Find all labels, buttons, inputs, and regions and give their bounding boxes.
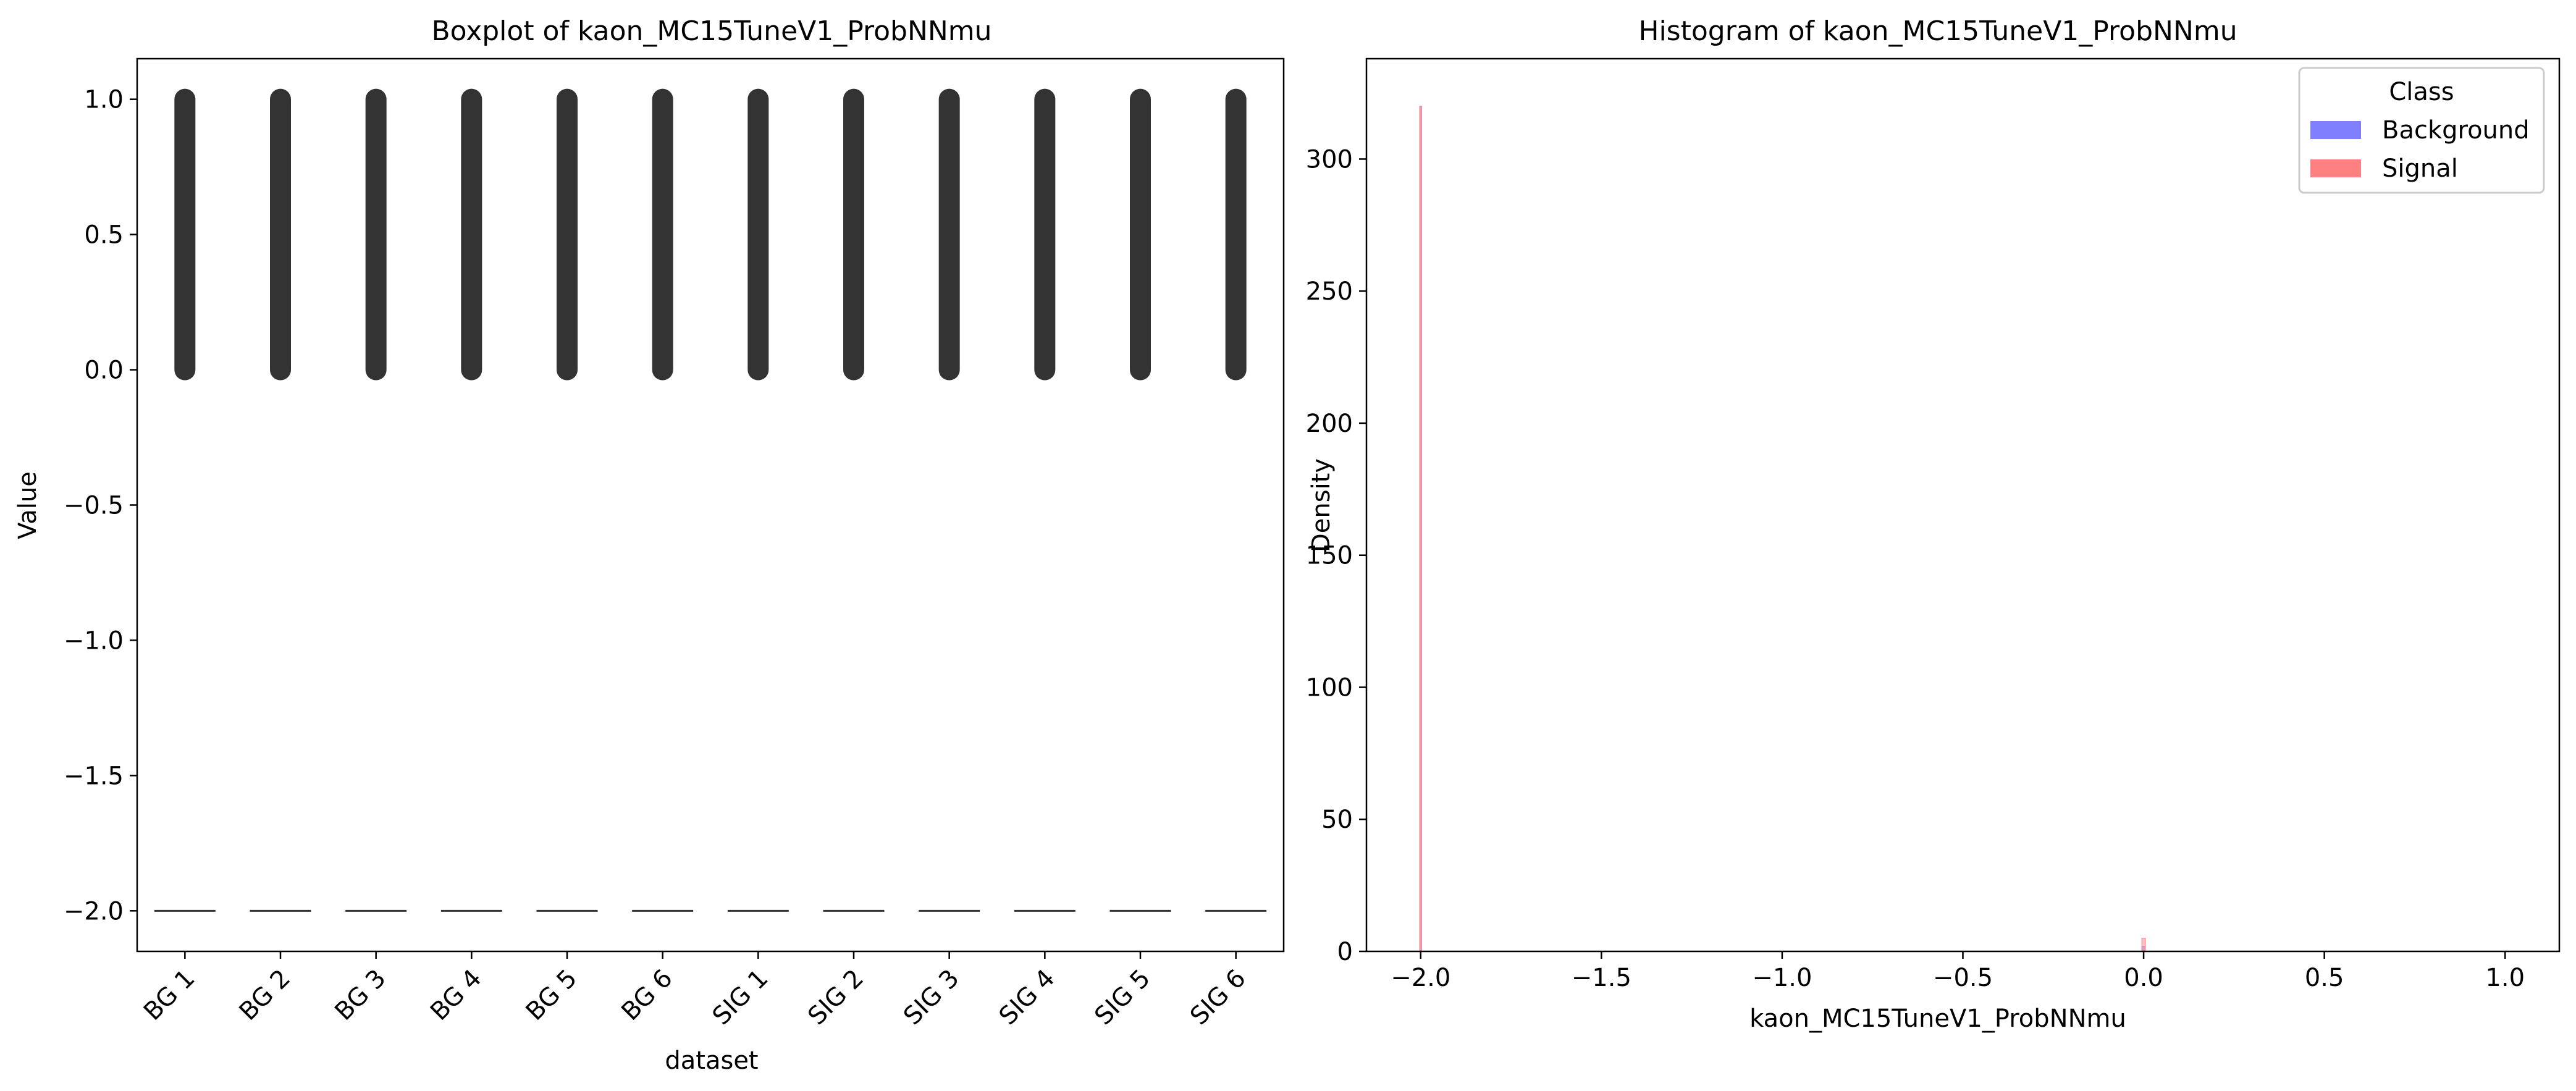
x-tick-label: SIG 5 <box>1089 964 1156 1031</box>
x-tick-label: −1.0 <box>1752 964 1812 992</box>
y-tick-label: 0.5 <box>84 221 124 250</box>
x-tick-label: BG 4 <box>425 964 487 1026</box>
boxplot-panel: Boxplot of kaon_MC15TuneV1_ProbNNmu BG 1… <box>14 15 1285 1075</box>
x-tick-label: BG 6 <box>616 964 678 1026</box>
boxplot-title: Boxplot of kaon_MC15TuneV1_ProbNNmu <box>431 15 991 47</box>
boxplot-axes: BG 1 BG 2 BG 3 BG 4 BG 5 BG 6 SIG 1 SIG 2 SIG 3 S… <box>64 57 1285 1031</box>
y-tick-label: −2.0 <box>64 897 124 925</box>
x-tick-label: SIG 1 <box>707 964 774 1031</box>
hist-bar-signal <box>1419 106 1422 952</box>
plot-frame <box>136 57 1285 953</box>
y-tick-label: −1.0 <box>64 626 124 655</box>
histogram-panel: Histogram of kaon_MC15TuneV1_ProbNNmu −2… <box>1306 15 2561 1033</box>
histogram-title: Histogram of kaon_MC15TuneV1_ProbNNmu <box>1638 15 2237 47</box>
x-tick-label: BG 5 <box>521 964 583 1026</box>
legend-title: Class <box>2389 78 2454 106</box>
histogram-xlabel: kaon_MC15TuneV1_ProbNNmu <box>1749 1005 2126 1033</box>
y-tick-label: −0.5 <box>64 492 124 520</box>
boxplot-xlabel: dataset <box>665 1047 758 1075</box>
y-tick-label: 0.0 <box>84 356 124 385</box>
y-tick-label: 250 <box>1306 277 1353 306</box>
y-tick-label: 1.0 <box>84 86 124 114</box>
histogram-marks <box>1419 106 2146 952</box>
y-tick-label: 300 <box>1306 145 1353 174</box>
legend-swatch-background <box>2310 121 2361 139</box>
legend-label-background: Background <box>2382 116 2530 145</box>
x-tick-label: SIG 3 <box>898 964 965 1031</box>
y-tick-label: 150 <box>1306 542 1353 570</box>
hist-bar-signal <box>2141 938 2146 952</box>
x-tick-label: BG 2 <box>234 964 296 1026</box>
x-tick-label: SIG 2 <box>802 964 869 1031</box>
x-tick-label: BG 1 <box>138 964 200 1026</box>
boxplot-ylabel: Value <box>14 471 42 539</box>
x-tick-label: 0.0 <box>2124 964 2163 992</box>
x-tick-label: BG 3 <box>329 964 391 1026</box>
x-tick-label: −2.0 <box>1391 964 1450 992</box>
x-tick-label: −1.5 <box>1572 964 1631 992</box>
y-tick-label: 100 <box>1306 673 1353 702</box>
y-tick-label: 0 <box>1337 938 1353 966</box>
x-tick-label: 1.0 <box>2485 964 2525 992</box>
legend: Class Background Signal <box>2298 67 2545 194</box>
y-tick-label: −1.5 <box>64 762 124 790</box>
plot-frame <box>1365 57 2561 953</box>
histogram-axes: −2.0 −1.5 −1.0 −0.5 0.0 0.5 1.0 0 50 100 150 200 250… <box>1306 57 2561 992</box>
x-tick-label: SIG 4 <box>994 964 1061 1031</box>
x-tick-label: SIG 6 <box>1185 964 1252 1031</box>
y-tick-label: 50 <box>1321 806 1353 834</box>
y-tick-label: 200 <box>1306 410 1353 438</box>
x-tick-label: −0.5 <box>1933 964 1993 992</box>
legend-label-signal: Signal <box>2382 154 2458 183</box>
legend-swatch-signal <box>2310 159 2361 177</box>
histogram-ylabel: Density <box>1307 458 1336 552</box>
boxplot-marks <box>154 88 1267 912</box>
x-tick-label: 0.5 <box>2305 964 2344 992</box>
